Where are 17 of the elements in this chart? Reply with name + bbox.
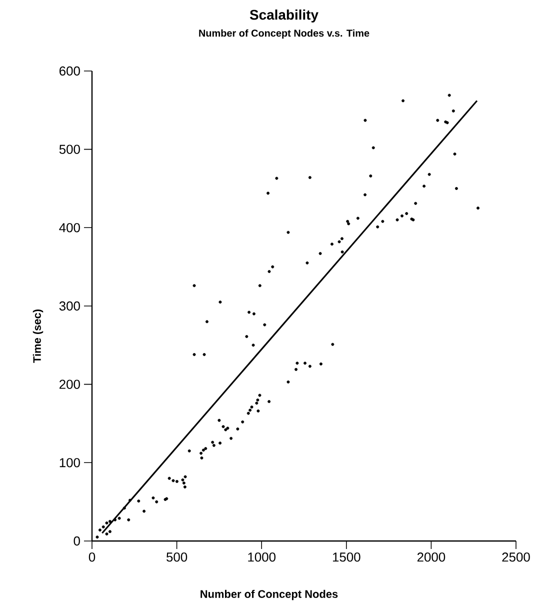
- x-tick-label: 2000: [417, 552, 446, 562]
- x-tick-label: 0: [88, 552, 96, 562]
- y-tick-label: 300: [59, 301, 80, 311]
- x-tick-label: 1500: [332, 552, 360, 562]
- chart-title: Scalability: [250, 9, 318, 22]
- x-tick-label: 2500: [502, 552, 530, 562]
- y-axis-title: Time (sec): [32, 310, 44, 363]
- y-tick-label: 400: [59, 223, 80, 232]
- x-tick-label: 500: [166, 552, 188, 562]
- y-tick-label: 200: [60, 380, 80, 389]
- y-tick-label: 600: [60, 66, 80, 76]
- x-axis-title: Number of Concept Nodes: [200, 590, 338, 600]
- y-tick-label: 500: [59, 144, 80, 154]
- chart-subtitle: Number of Concept Nodes v.s. Time: [199, 29, 370, 39]
- x-tick-label: 1000: [248, 552, 276, 562]
- y-tick-label: 100: [60, 458, 80, 468]
- y-tick-label: 0: [74, 536, 80, 546]
